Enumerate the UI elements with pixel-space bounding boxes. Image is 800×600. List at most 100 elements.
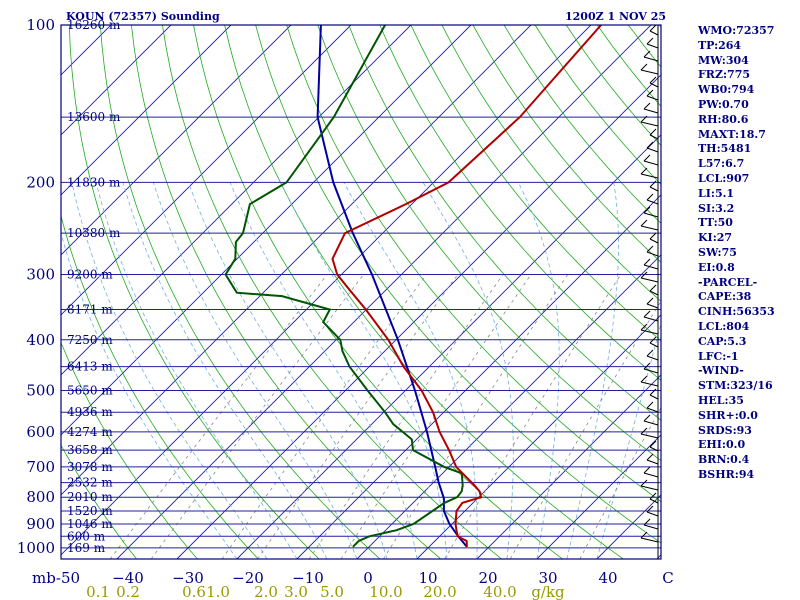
moist-adiabat-line	[95, 182, 298, 559]
pressure-tick-label: 500	[26, 382, 55, 400]
temperature-tick-label: 20	[478, 569, 497, 587]
index-line: CINH:56353	[698, 305, 775, 319]
pressure-tick-label: 400	[26, 331, 55, 349]
height-label: 9200 m	[67, 268, 113, 282]
dry-adiabat-line	[410, 25, 661, 342]
temperature-tick-label: −40	[112, 569, 144, 587]
isotherm-line	[61, 25, 232, 196]
height-label: 600 m	[67, 529, 106, 543]
isotherm-line	[61, 25, 412, 376]
temperature-tick-label: −20	[232, 569, 264, 587]
height-label: 2532 m	[67, 476, 113, 490]
index-line: CAP:5.3	[698, 334, 747, 348]
index-line: BRN:0.4	[698, 453, 750, 467]
parcel-trace-line	[316, 25, 468, 548]
wind-barb	[649, 394, 659, 400]
dry-adiabat-line	[68, 25, 320, 559]
dry-adiabat-line	[441, 25, 661, 302]
wind-barb-flag	[646, 141, 654, 149]
height-label: 7250 m	[67, 333, 113, 347]
height-label: 8171 m	[67, 303, 113, 317]
wind-barb	[649, 238, 659, 244]
dry-adiabat-line	[317, 25, 661, 462]
moist-adiabat-line	[566, 182, 619, 559]
index-line: TT:50	[698, 216, 733, 230]
index-line: SW:75	[698, 246, 737, 259]
wind-barb	[643, 108, 659, 114]
wind-barb-flag	[649, 232, 657, 240]
wind-barb	[643, 420, 659, 426]
isotherm-line	[61, 25, 352, 316]
wind-barb-flag	[640, 219, 648, 227]
index-line: RH:80.6	[698, 112, 749, 126]
index-line: STM:323/16	[698, 379, 773, 393]
dry-adiabat-line	[193, 25, 563, 559]
wind-barb	[643, 160, 659, 166]
mixing-ratio-label: 10.0	[369, 583, 402, 600]
mixing-ratio-label: 0.6	[182, 583, 206, 600]
height-label: 1046 m	[67, 517, 113, 531]
wind-barb-flag	[649, 336, 657, 344]
height-label: 10380 m	[67, 226, 121, 240]
wind-barb-flag	[649, 284, 657, 292]
index-line: SHR+:0.0	[698, 408, 758, 422]
index-line: CAPE:38	[698, 290, 752, 304]
dry-adiabat-line	[286, 25, 661, 503]
mixing-ratio-label: g/kg	[531, 583, 565, 600]
index-line: FRZ:775	[698, 68, 751, 82]
isotherm-line	[61, 25, 172, 136]
wind-barb	[640, 121, 659, 127]
index-line: TH:5481	[698, 142, 752, 156]
isotherm-line	[356, 254, 661, 559]
wind-barb	[646, 407, 659, 413]
isotherm-line	[476, 374, 661, 559]
dry-adiabat-line	[224, 25, 624, 559]
moist-adiabat-line	[280, 182, 448, 559]
wind-barb-flag	[649, 76, 657, 84]
wind-barb-flag	[643, 310, 651, 318]
wind-barb	[643, 264, 659, 270]
index-line: PW:0.70	[698, 98, 749, 111]
pressure-tick-label: 300	[26, 266, 55, 284]
dry-adiabat-line	[61, 214, 259, 559]
wind-barb-flag	[646, 89, 654, 97]
index-line: EI:0.8	[698, 260, 735, 274]
index-line: WB0:794	[698, 83, 755, 97]
dry-adiabat-line	[379, 25, 661, 381]
index-line: HEL:35	[698, 394, 744, 407]
temperature-tick-label: 0	[363, 569, 373, 587]
wind-barb	[643, 472, 659, 478]
mixing-ratio-line	[308, 274, 504, 559]
height-label: 2010 m	[67, 490, 113, 504]
dry-adiabat-line	[131, 25, 442, 559]
plot-frame	[60, 24, 662, 560]
sounding-station-title: KOUN (72357) Sounding	[66, 10, 220, 23]
wind-barb-flag	[640, 167, 648, 175]
pressure-tick-label: 700	[26, 458, 55, 476]
wind-barb-flag	[649, 24, 657, 32]
wind-barb-flag	[643, 258, 651, 266]
height-label: 13600 m	[67, 110, 121, 124]
mixing-ratio-line	[109, 274, 328, 559]
mixing-ratio-label: 3.0	[284, 583, 308, 600]
isotherm-line	[176, 74, 661, 559]
wind-barb	[643, 316, 659, 322]
wind-barb	[643, 56, 659, 62]
mixing-ratio-line	[444, 274, 622, 559]
isotherm-line	[61, 25, 472, 436]
dry-adiabat-line	[348, 25, 661, 421]
wind-barb-flag	[646, 453, 654, 461]
isotherm-line	[236, 134, 661, 559]
wind-barb	[646, 459, 659, 465]
wind-barb-flag	[646, 401, 654, 409]
dry-adiabat-line	[61, 341, 198, 559]
wind-barb	[649, 290, 659, 296]
wind-barb	[643, 524, 659, 530]
temperature-tick-label: -50	[56, 569, 80, 587]
wind-barb-flag	[640, 375, 648, 383]
wind-barb	[649, 82, 659, 88]
wind-barb	[646, 251, 659, 257]
wind-barb-flag	[640, 427, 648, 435]
